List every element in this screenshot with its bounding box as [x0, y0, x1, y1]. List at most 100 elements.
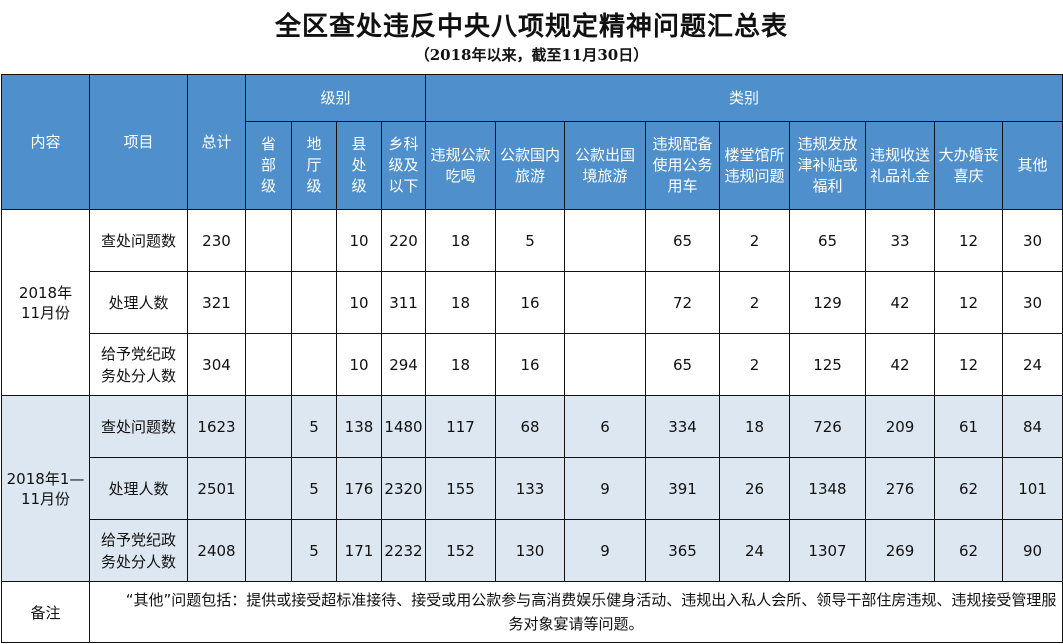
header-item: 项目 — [89, 74, 188, 210]
row-total: 304 — [187, 333, 246, 396]
cell-cat-allowances: 1307 — [789, 519, 867, 582]
note-label: 备注 — [1, 581, 90, 643]
row-total: 2501 — [187, 457, 246, 520]
row-total: 230 — [187, 209, 246, 272]
header-cat-allowances: 违规发放津补贴或福利 — [789, 121, 867, 210]
row-item: 查处问题数 — [89, 209, 188, 272]
cell-cat-buildings: 18 — [719, 395, 791, 458]
table-row: 2018年1—11月份 查处问题数 1623 5 138 1480 117 68… — [1, 395, 1063, 582]
row-item: 处理人数 — [89, 457, 188, 520]
cell-cat-allowances: 726 — [789, 395, 867, 458]
cell-cat-buildings: 26 — [719, 457, 791, 520]
cell-level-prefecture — [291, 271, 337, 334]
cell-cat-domestic-travel: 16 — [495, 271, 566, 334]
header-cat-other: 其他 — [1002, 121, 1063, 210]
cell-cat-buildings: 24 — [719, 519, 791, 582]
cell-level-prefecture: 5 — [291, 457, 337, 520]
cell-cat-buildings: 2 — [719, 209, 791, 272]
cell-cat-other: 90 — [1002, 519, 1063, 582]
header-cat-official-cars: 违规配备使用公务用车 — [645, 121, 721, 210]
cell-level-prefecture — [291, 333, 337, 396]
cell-cat-other: 24 — [1002, 333, 1063, 396]
cell-level-township: 294 — [380, 333, 427, 396]
cell-cat-buildings: 2 — [719, 271, 791, 334]
cell-cat-domestic-travel: 68 — [495, 395, 566, 458]
page-subtitle: （2018年以来，截至11月30日） — [414, 46, 649, 64]
cell-cat-gifts: 209 — [865, 395, 936, 458]
row-item: 给予党纪政务处分人数 — [89, 519, 188, 582]
cell-level-province — [245, 519, 292, 582]
cell-cat-overseas-travel — [564, 333, 647, 396]
cell-cat-official-cars: 334 — [645, 395, 721, 458]
cell-level-township: 1480 — [380, 395, 427, 458]
cell-cat-gifts: 276 — [865, 457, 936, 520]
cell-cat-allowances: 129 — [789, 271, 867, 334]
cell-cat-overseas-travel: 9 — [564, 519, 647, 582]
note-row: 备注 “其他”问题包括：提供或接受超标准接待、接受或用公款参与高消费娱乐健身活动… — [1, 581, 1063, 643]
cell-cat-gifts: 42 — [865, 333, 936, 396]
cell-cat-allowances: 125 — [789, 333, 867, 396]
cell-level-county: 171 — [336, 519, 382, 582]
cell-cat-weddings-funerals: 12 — [934, 271, 1004, 334]
cell-cat-overseas-travel — [564, 271, 647, 334]
cell-cat-other: 84 — [1002, 395, 1063, 458]
cell-level-province — [245, 333, 292, 396]
cell-cat-other: 30 — [1002, 271, 1063, 334]
group-label-november: 2018年11月份 — [1, 209, 90, 396]
summary-table: 内容 项目 总计 级别 类别 省部级 地厅级 县处级 乡科级及以下 违规公款吃喝… — [1, 74, 1063, 643]
cell-cat-dining: 117 — [425, 395, 497, 458]
row-item: 查处问题数 — [89, 395, 188, 458]
row-item: 给予党纪政务处分人数 — [89, 333, 188, 396]
header-content: 内容 — [1, 74, 90, 210]
header-level-prefecture: 地厅级 — [291, 121, 337, 210]
group-label-year-to-date: 2018年1—11月份 — [1, 395, 90, 582]
cell-cat-domestic-travel: 133 — [495, 457, 566, 520]
cell-level-township: 311 — [380, 271, 427, 334]
cell-cat-domestic-travel: 5 — [495, 209, 566, 272]
cell-level-township: 220 — [380, 209, 427, 272]
cell-cat-weddings-funerals: 12 — [934, 209, 1004, 272]
cell-cat-gifts: 33 — [865, 209, 936, 272]
cell-cat-gifts: 269 — [865, 519, 936, 582]
cell-cat-domestic-travel: 16 — [495, 333, 566, 396]
cell-level-county: 10 — [336, 333, 382, 396]
cell-cat-official-cars: 65 — [645, 209, 721, 272]
row-total: 321 — [187, 271, 246, 334]
header-cat-dining: 违规公款吃喝 — [425, 121, 497, 210]
cell-level-province — [245, 395, 292, 458]
table-row: 2018年11月份 查处问题数 230 10 220 18 5 65 2 65 … — [1, 209, 1063, 396]
cell-cat-weddings-funerals: 61 — [934, 395, 1004, 458]
header-cat-buildings: 楼堂馆所违规问题 — [719, 121, 791, 210]
cell-cat-weddings-funerals: 62 — [934, 519, 1004, 582]
cell-cat-official-cars: 391 — [645, 457, 721, 520]
cell-cat-weddings-funerals: 62 — [934, 457, 1004, 520]
cell-cat-buildings: 2 — [719, 333, 791, 396]
header-category-group: 类别 — [425, 74, 1063, 122]
cell-cat-overseas-travel: 6 — [564, 395, 647, 458]
row-item: 处理人数 — [89, 271, 188, 334]
cell-level-prefecture: 5 — [291, 395, 337, 458]
cell-level-county: 10 — [336, 271, 382, 334]
cell-cat-allowances: 65 — [789, 209, 867, 272]
note-text: “其他”问题包括：提供或接受超标准接待、接受或用公款参与高消费娱乐健身活动、违规… — [88, 581, 1063, 643]
row-total: 2408 — [187, 519, 246, 582]
header-level-province: 省部级 — [245, 121, 292, 210]
page-title: 全区查处违反中央八项规定精神问题汇总表 — [274, 12, 788, 42]
table-row: 处理人数 2501 5 176 2320 155 133 9 391 26 13… — [2, 457, 1063, 520]
cell-cat-gifts: 42 — [865, 271, 936, 334]
cell-cat-official-cars: 72 — [645, 271, 721, 334]
cell-cat-other: 30 — [1002, 209, 1063, 272]
cell-cat-dining: 18 — [425, 271, 497, 334]
cell-cat-other: 101 — [1002, 457, 1063, 520]
cell-level-province — [245, 209, 292, 272]
cell-level-county: 10 — [336, 209, 382, 272]
header-level-group: 级别 — [244, 74, 427, 122]
cell-level-province — [245, 271, 292, 334]
header-total: 总计 — [187, 74, 246, 210]
row-total: 1623 — [187, 395, 246, 458]
cell-cat-overseas-travel — [564, 209, 647, 272]
header-cat-gifts: 违规收送礼品礼金 — [865, 121, 936, 210]
cell-level-township: 2320 — [380, 457, 427, 520]
header-level-township: 乡科级及以下 — [380, 121, 427, 210]
cell-cat-overseas-travel: 9 — [564, 457, 647, 520]
